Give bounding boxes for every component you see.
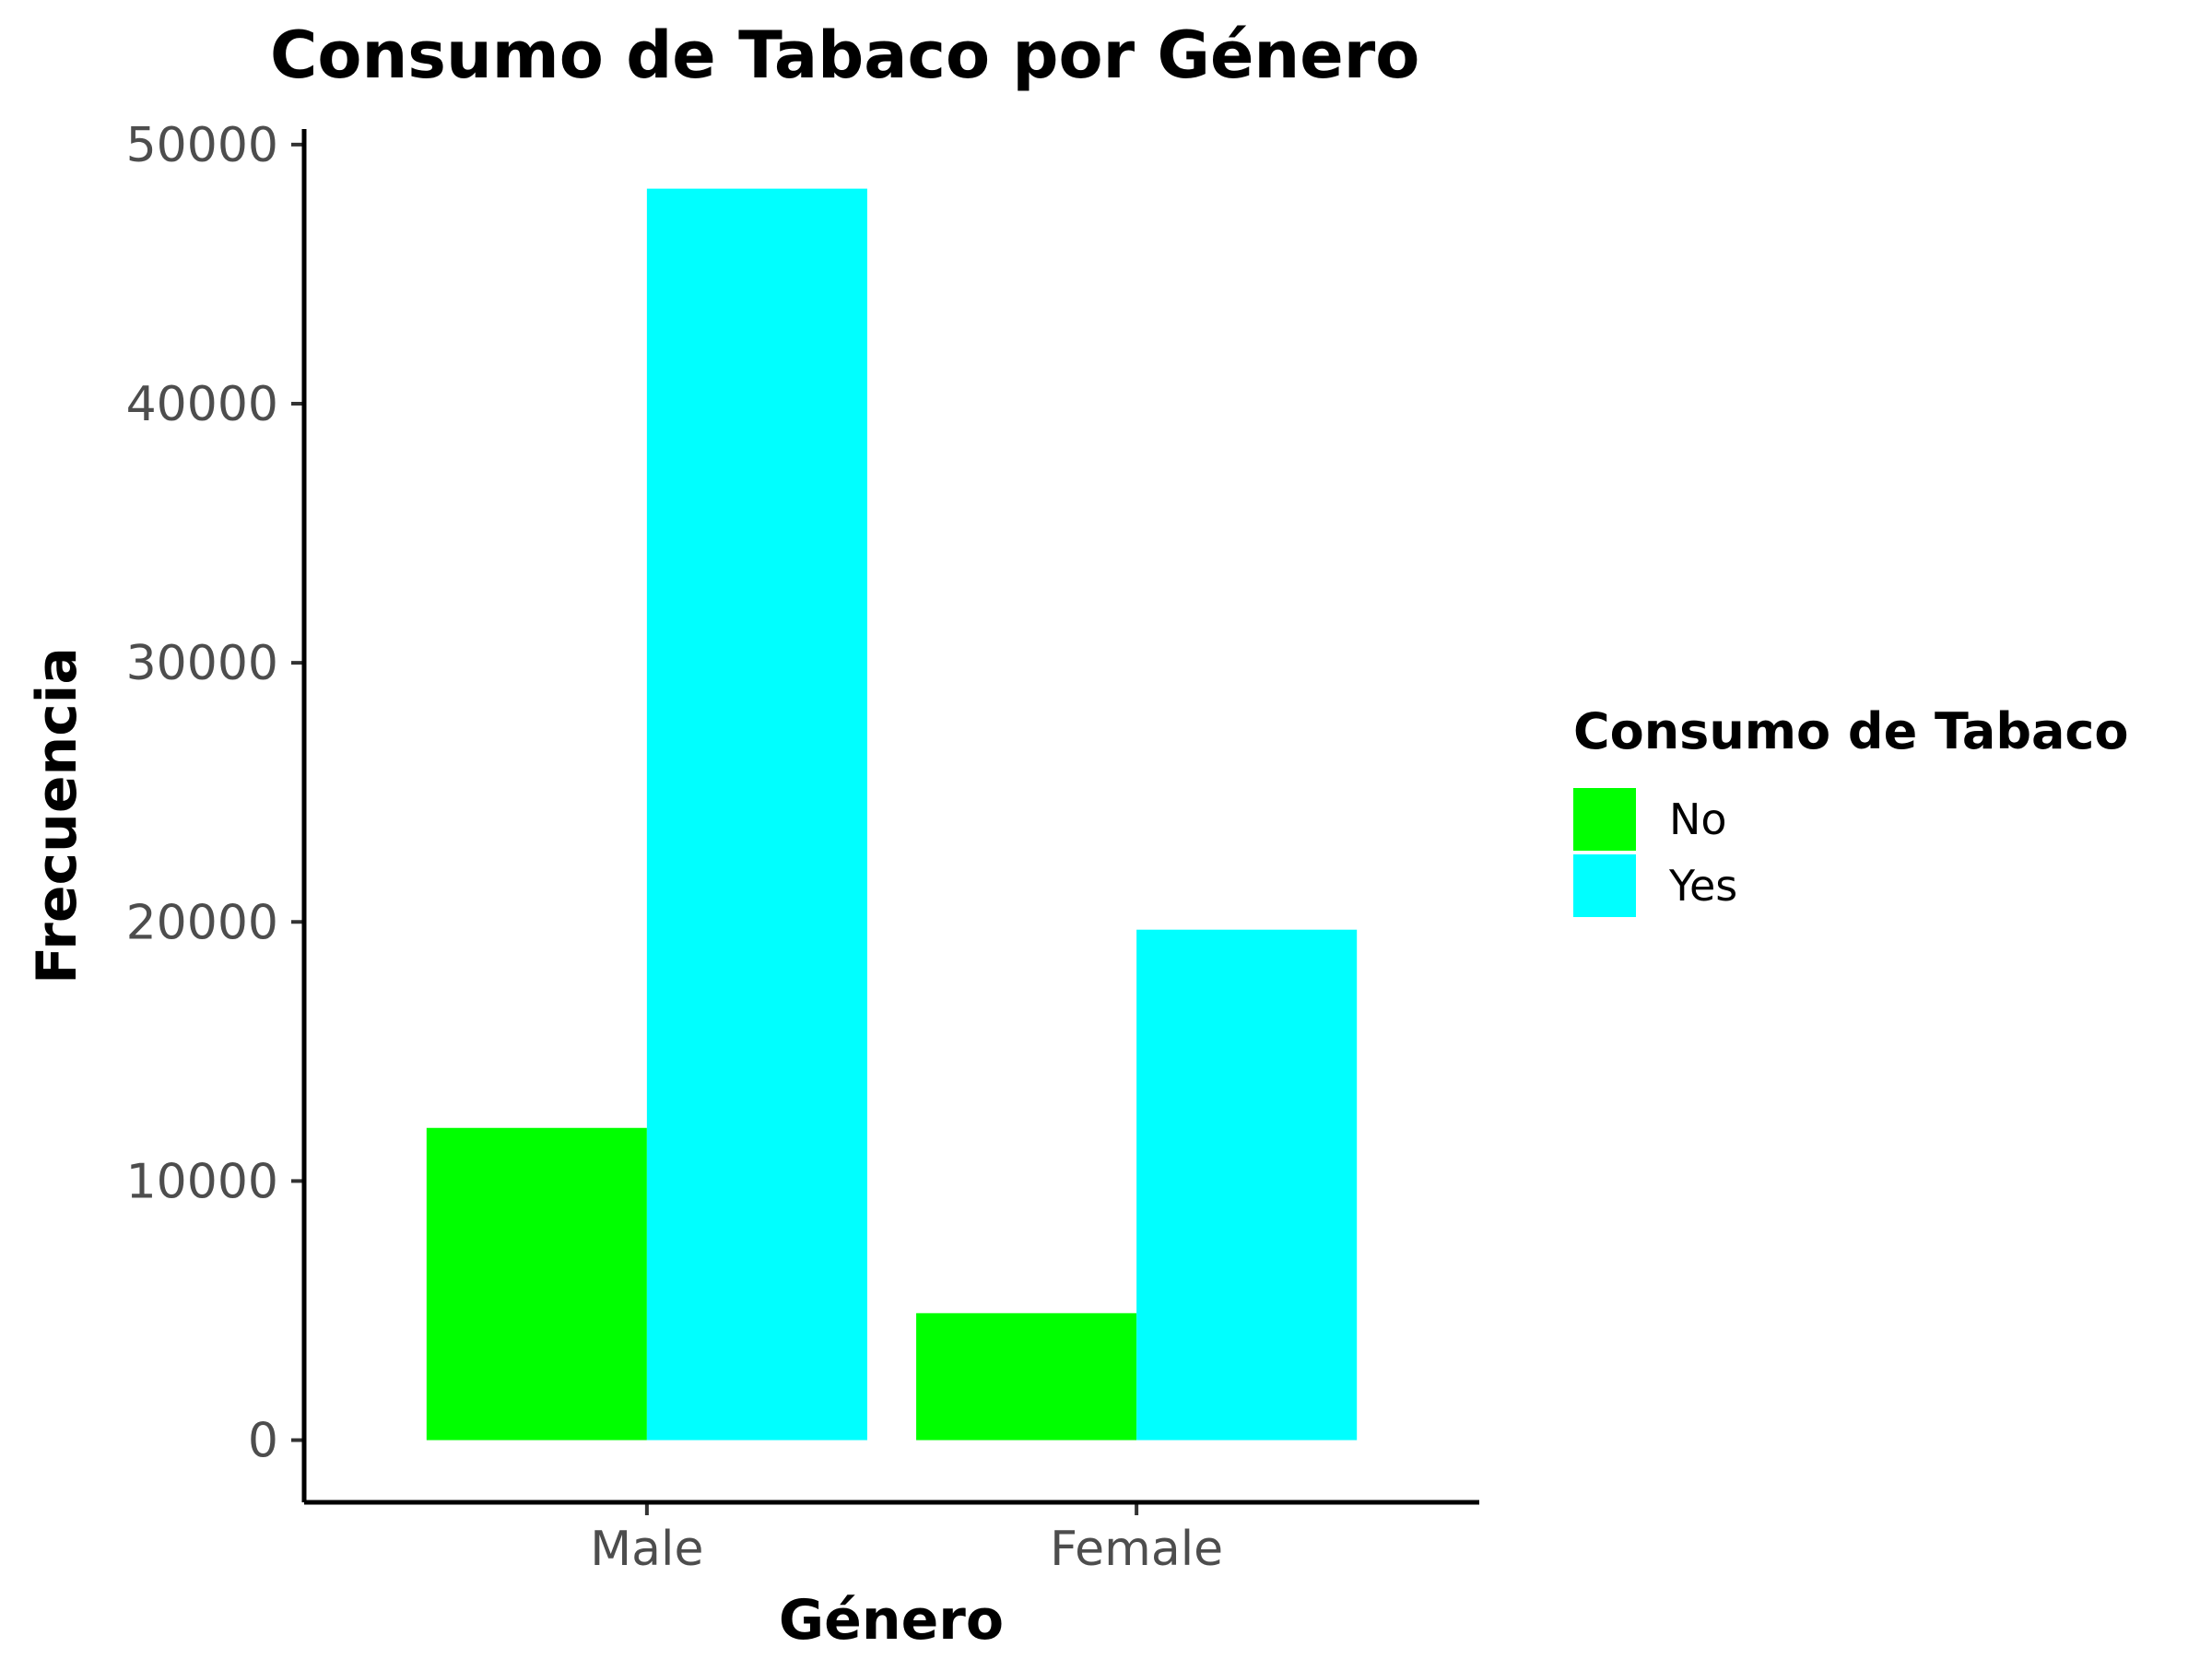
- legend-key-no: [1573, 788, 1636, 851]
- chart-title: Consumo de Tabaco por Género: [270, 18, 1419, 93]
- legend-label-yes: Yes: [1668, 861, 1737, 911]
- bar-female-yes: [1136, 929, 1358, 1441]
- legend-key-yes: [1573, 854, 1636, 917]
- legend-title: Consumo de Tabaco: [1573, 702, 2129, 760]
- legend-label-no: No: [1669, 794, 1727, 844]
- x-tick-label: Female: [1050, 1522, 1223, 1577]
- y-tick-label: 20000: [126, 895, 278, 950]
- y-tick-label: 10000: [126, 1154, 278, 1209]
- y-tick-label: 50000: [126, 118, 278, 173]
- y-tick-label: 0: [248, 1414, 278, 1469]
- legend: Consumo de Tabaco No Yes: [1573, 702, 2129, 917]
- bar-male-yes: [646, 188, 867, 1441]
- x-tick-label: Male: [590, 1522, 703, 1577]
- y-tick-label: 40000: [126, 377, 278, 432]
- plot-area: 0 10000 20000 30000 40000 50000 Male Female: [126, 118, 1358, 1577]
- y-axis-title: Frecuencia: [25, 647, 89, 984]
- bar-male-no: [426, 1127, 647, 1441]
- x-axis-title: Género: [779, 1588, 1004, 1653]
- bar-female-no: [916, 1312, 1137, 1441]
- y-tick-label: 30000: [126, 636, 278, 691]
